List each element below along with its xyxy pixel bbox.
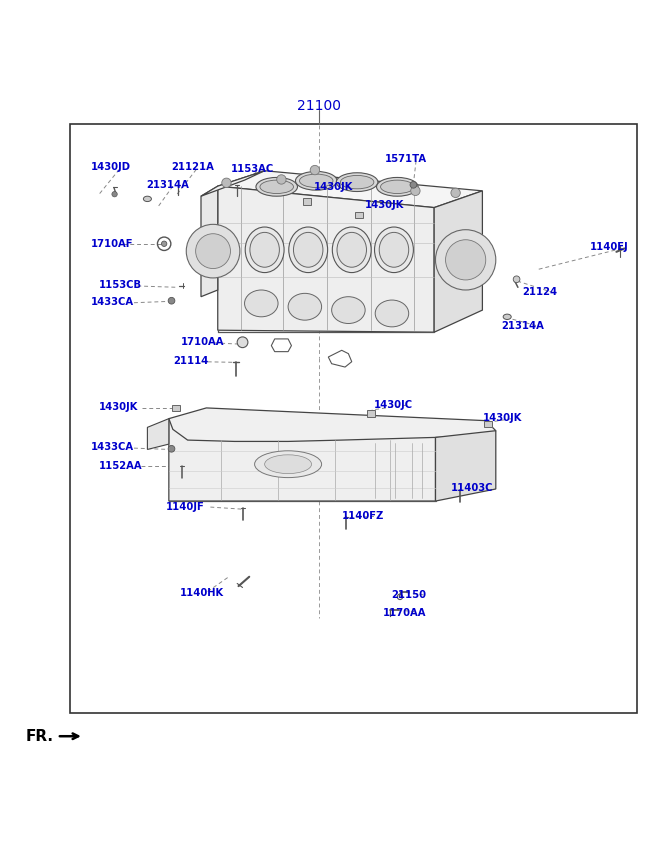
Text: FR.: FR. [25, 728, 54, 744]
Ellipse shape [293, 232, 323, 267]
Ellipse shape [260, 180, 293, 193]
Ellipse shape [245, 227, 284, 272]
Ellipse shape [295, 171, 337, 190]
Text: 1430JK: 1430JK [99, 402, 139, 412]
Ellipse shape [375, 300, 409, 326]
Text: 21121A: 21121A [171, 162, 214, 172]
Text: 1430JD: 1430JD [90, 162, 131, 172]
Circle shape [446, 240, 486, 280]
Text: 1571TA: 1571TA [385, 153, 427, 164]
Circle shape [168, 298, 175, 304]
Text: 1152AA: 1152AA [99, 461, 143, 471]
Text: 21314A: 21314A [501, 321, 544, 331]
Bar [303, 198, 311, 205]
Bar [355, 212, 363, 218]
Circle shape [411, 187, 420, 196]
Ellipse shape [288, 293, 322, 321]
Circle shape [186, 225, 240, 278]
Polygon shape [218, 170, 482, 208]
Text: 1170AA: 1170AA [383, 608, 426, 618]
Ellipse shape [377, 177, 418, 196]
Circle shape [168, 445, 175, 452]
Ellipse shape [256, 177, 297, 196]
Ellipse shape [336, 173, 378, 192]
Ellipse shape [381, 180, 414, 193]
Ellipse shape [337, 232, 366, 267]
Text: 21150: 21150 [391, 590, 426, 600]
Text: 1430JK: 1430JK [314, 182, 353, 192]
Ellipse shape [245, 290, 278, 317]
Ellipse shape [379, 232, 409, 267]
Text: 11403C: 11403C [451, 483, 493, 494]
Ellipse shape [250, 232, 279, 267]
Text: 1433CA: 1433CA [90, 297, 133, 307]
Text: 21314A: 21314A [146, 180, 189, 190]
Ellipse shape [332, 297, 365, 323]
Circle shape [513, 276, 520, 282]
Text: 21114: 21114 [173, 356, 208, 366]
Polygon shape [218, 187, 434, 332]
Text: 1140JF: 1140JF [166, 502, 205, 512]
Text: 1710AF: 1710AF [90, 239, 133, 248]
Text: 1153CB: 1153CB [99, 281, 142, 290]
Circle shape [196, 234, 230, 269]
Bar [70, 124, 636, 713]
Ellipse shape [265, 455, 312, 473]
Text: 1710AA: 1710AA [181, 338, 224, 348]
Text: 1430JK: 1430JK [365, 200, 405, 210]
Text: 1430JC: 1430JC [374, 399, 413, 410]
Ellipse shape [375, 227, 413, 272]
Polygon shape [201, 187, 218, 297]
Bar [172, 404, 180, 411]
Circle shape [451, 188, 460, 198]
Ellipse shape [255, 451, 322, 477]
Polygon shape [169, 419, 436, 501]
Polygon shape [169, 408, 496, 442]
Bar [367, 410, 375, 416]
Text: 1430JK: 1430JK [482, 413, 522, 423]
Circle shape [277, 175, 286, 184]
Ellipse shape [503, 314, 511, 320]
Ellipse shape [332, 227, 371, 272]
Circle shape [237, 337, 248, 348]
Text: 1433CA: 1433CA [90, 443, 133, 453]
Ellipse shape [299, 174, 333, 187]
Ellipse shape [289, 227, 328, 272]
Circle shape [310, 165, 320, 175]
Text: 1140EJ: 1140EJ [590, 243, 628, 252]
Circle shape [410, 181, 417, 188]
Ellipse shape [143, 196, 151, 202]
Circle shape [222, 178, 231, 187]
Circle shape [161, 241, 167, 247]
Circle shape [436, 230, 496, 290]
Circle shape [112, 192, 117, 197]
Bar [484, 421, 492, 427]
Ellipse shape [340, 176, 374, 189]
Text: 1140HK: 1140HK [180, 588, 224, 598]
Text: 1140FZ: 1140FZ [342, 511, 384, 522]
Text: 21100: 21100 [297, 99, 341, 114]
Polygon shape [436, 431, 496, 501]
Polygon shape [201, 170, 265, 196]
Polygon shape [434, 191, 482, 332]
Text: 1153AC: 1153AC [231, 165, 275, 175]
Polygon shape [147, 419, 169, 449]
Text: 21124: 21124 [523, 287, 557, 297]
